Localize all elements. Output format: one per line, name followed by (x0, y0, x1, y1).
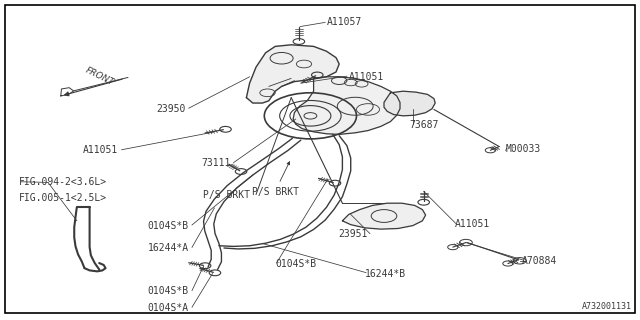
Text: A11051: A11051 (349, 72, 384, 82)
Text: P/S BRKT: P/S BRKT (203, 190, 250, 200)
Polygon shape (342, 203, 426, 229)
Text: 23951: 23951 (339, 228, 368, 239)
Text: FRONT: FRONT (83, 66, 115, 88)
Polygon shape (293, 77, 400, 134)
Text: 0104S*A: 0104S*A (148, 303, 189, 313)
Text: M00033: M00033 (506, 144, 541, 154)
Text: 0104S*B: 0104S*B (148, 286, 189, 296)
Text: 73111: 73111 (201, 158, 230, 168)
Polygon shape (246, 45, 339, 103)
Polygon shape (384, 91, 435, 116)
Text: P/S BRKT: P/S BRKT (252, 162, 298, 196)
Text: 23950: 23950 (156, 104, 186, 114)
Text: 73687: 73687 (410, 120, 439, 130)
Text: A732001131: A732001131 (582, 302, 632, 311)
Text: A11051: A11051 (454, 219, 490, 229)
Text: A11051: A11051 (83, 145, 118, 156)
Text: A70884: A70884 (522, 256, 557, 266)
Text: FIG.094-2<3.6L>: FIG.094-2<3.6L> (19, 177, 108, 188)
Text: 0104S*B: 0104S*B (148, 220, 189, 231)
Text: A11057: A11057 (326, 17, 362, 28)
Text: 16244*B: 16244*B (365, 268, 406, 279)
Text: 0104S*B: 0104S*B (275, 259, 316, 269)
Text: FIG.005-1<2.5L>: FIG.005-1<2.5L> (19, 193, 108, 204)
Text: 16244*A: 16244*A (148, 243, 189, 253)
